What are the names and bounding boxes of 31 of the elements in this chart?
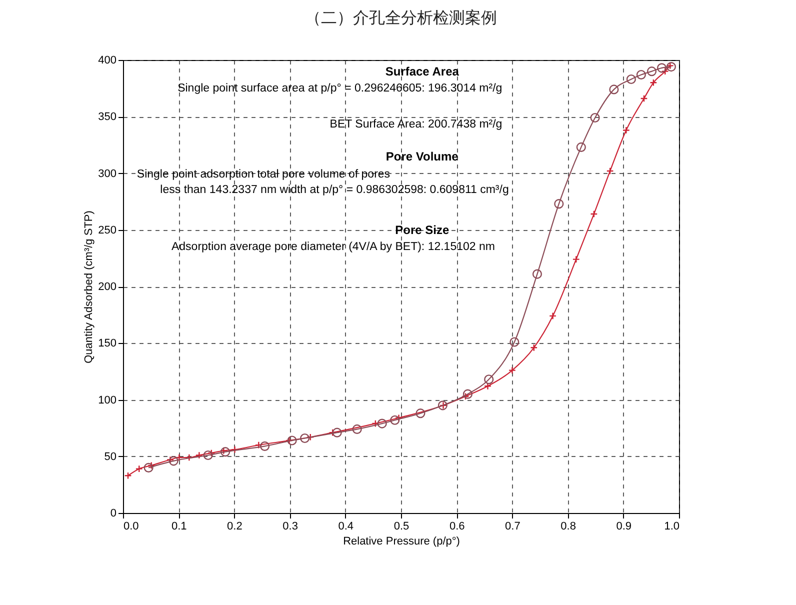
annotation: Surface Area (385, 64, 460, 78)
y-tick-label: 150 (98, 338, 116, 350)
x-tick-label: 0.1 (171, 520, 187, 532)
x-tick-label: 0.6 (449, 520, 465, 532)
y-axis-title: Quantity Adsorbed (cm³/g STP) (83, 210, 96, 364)
x-tick-label: 0.7 (505, 520, 520, 532)
chart-title: （二）介孔全分析检测案例 (305, 9, 497, 27)
y-tick-label: 400 (98, 54, 116, 66)
annotation: Pore Size (395, 222, 450, 237)
x-tick-label: 0.2 (227, 520, 242, 532)
x-tick-label: 0.0 (124, 520, 139, 532)
annotation: Single point surface area at p/p° = 0.296246605: 196.3014 m²/g (178, 82, 502, 94)
x-tick-label: 0.5 (394, 520, 410, 532)
y-tick-label: 200 (98, 281, 116, 293)
y-tick-label: 300 (98, 168, 116, 180)
x-tick-label: 0.9 (616, 520, 632, 532)
y-tick-label: 50 (104, 450, 116, 463)
y-tick-label: 0 (110, 508, 116, 520)
annotation: less than 143.2337 nm width at p/p° = 0.986302598: 0.609811 cm³/g (160, 184, 509, 196)
y-tick-label: 350 (98, 111, 116, 124)
x-tick-label: 0.4 (338, 520, 354, 532)
annotation: Single point adsorption total pore volume of pores (136, 168, 390, 180)
annotation: Pore Volume (386, 149, 459, 164)
annotation: Adsorption average pore diameter (4V/A by BET): 12.15102 nm (171, 240, 495, 253)
x-tick-label: 0.3 (282, 520, 298, 532)
x-axis-title: Relative Pressure (p/p°) (343, 536, 460, 548)
x-tick-label: 0.8 (560, 520, 576, 532)
x-tick-label: 1.0 (664, 520, 680, 532)
y-tick-label: 250 (98, 224, 116, 236)
y-tick-label: 100 (98, 394, 116, 406)
annotation: BET Surface Area: 200.7438 m²/g (330, 118, 502, 131)
